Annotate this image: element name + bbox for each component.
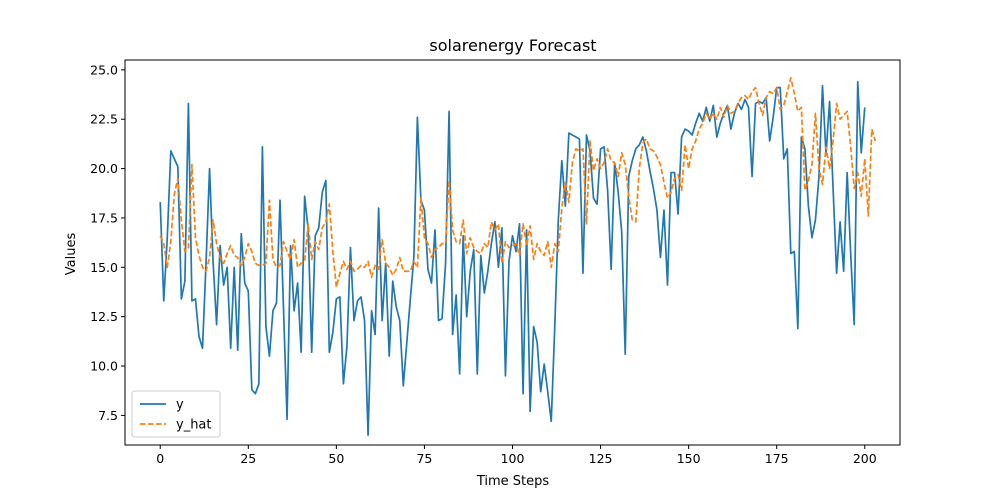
y-tick-label: 7.5 (98, 408, 118, 423)
legend: y y_hat (131, 390, 221, 438)
x-tick-label: 100 (501, 451, 525, 466)
legend-label: y_hat (176, 418, 212, 433)
x-tick-label: 175 (765, 451, 789, 466)
x-tick-label: 25 (240, 451, 256, 466)
series-line-y-hat (159, 76, 877, 288)
series-line-y (159, 80, 866, 436)
x-tick-label: 150 (677, 451, 701, 466)
x-axis-label: Time Steps (476, 474, 550, 489)
x-axis: 0 25 50 75 100 125 150 175 200 (156, 445, 877, 466)
x-tick-label: 75 (416, 451, 432, 466)
y-axis-label: Values (64, 233, 79, 276)
x-tick-label: 50 (328, 451, 344, 466)
y-tick-label: 20.0 (90, 161, 118, 176)
x-tick-label: 0 (156, 451, 164, 466)
y-tick-label: 12.5 (90, 309, 118, 324)
y-tick-label: 10.0 (90, 359, 118, 374)
x-tick-label: 200 (853, 451, 877, 466)
y-axis: 7.5 10.0 12.5 15.0 17.5 20.0 22.5 25.0 (90, 62, 125, 423)
series-layer (159, 76, 877, 436)
legend-label: y (176, 398, 184, 413)
legend-box (131, 390, 221, 438)
y-tick-label: 25.0 (90, 62, 118, 77)
y-tick-label: 17.5 (90, 210, 118, 225)
x-tick-label: 125 (589, 451, 613, 466)
y-tick-label: 22.5 (90, 112, 118, 127)
chart-title: solarenergy Forecast (429, 36, 596, 55)
y-tick-label: 15.0 (90, 260, 118, 275)
